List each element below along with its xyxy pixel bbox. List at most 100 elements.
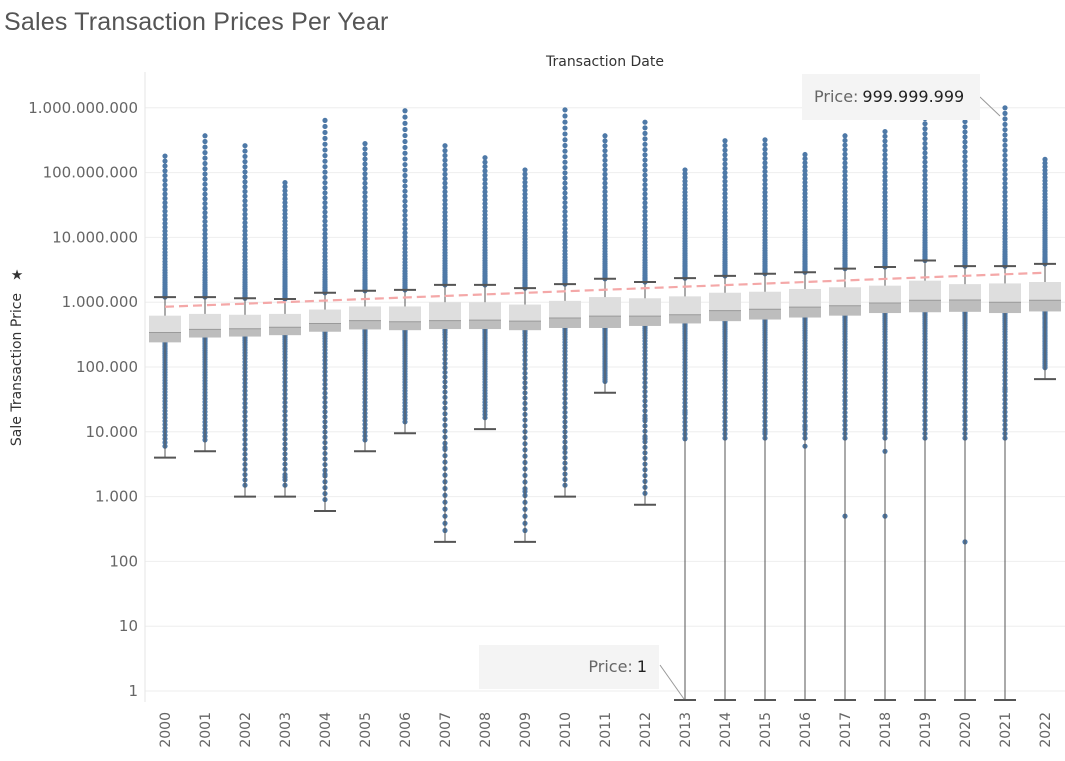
outlier-point (442, 143, 448, 149)
outlier-point (962, 193, 968, 199)
outlier-point (162, 177, 168, 183)
outlier-point (722, 198, 728, 205)
box-lower (269, 327, 301, 336)
x-tick-label: 2012 (638, 712, 654, 748)
y-tick-label: 1 (128, 682, 138, 700)
y-tick-label: 1.000 (95, 488, 138, 506)
tooltip-max-label: Price: (814, 87, 859, 106)
outlier-point (962, 197, 968, 203)
outlier-point (842, 196, 848, 202)
outlier-point (882, 185, 888, 192)
outlier-point (1042, 160, 1048, 166)
outlier-point (162, 208, 168, 214)
x-tick-label: 2000 (158, 712, 174, 748)
outlier-point (402, 108, 408, 114)
outlier-point (962, 172, 968, 178)
outlier-point (442, 220, 448, 227)
outlier-point (322, 141, 328, 147)
outlier-point (962, 139, 968, 145)
outlier-point (202, 246, 208, 253)
outlier-point (322, 117, 328, 123)
box-upper (469, 302, 501, 321)
outlier-point (402, 161, 408, 168)
outlier-point (362, 227, 368, 233)
outlier-point (362, 151, 368, 157)
outlier-point (282, 203, 288, 210)
outlier-point (1042, 156, 1048, 162)
outlier-point (922, 145, 928, 151)
outlier-point (402, 167, 408, 173)
y-tick-label: 100.000.000 (43, 164, 138, 182)
outlier-point (562, 209, 568, 215)
x-tick-label: 2021 (998, 712, 1014, 748)
outlier-point (842, 181, 848, 187)
outlier-point (322, 209, 328, 215)
outlier-point (562, 148, 568, 154)
outlier-point (1002, 147, 1008, 153)
outlier-point (242, 169, 248, 175)
x-tick-label: 2022 (1038, 712, 1054, 748)
outlier-point (962, 144, 968, 150)
outlier-point (842, 155, 848, 162)
outlier-point (842, 185, 848, 191)
outlier-point (602, 171, 608, 177)
outlier-point (202, 227, 208, 233)
outlier-point (362, 156, 368, 162)
tooltip-max-value: 999.999.999 (862, 87, 965, 106)
outlier-point (1002, 197, 1008, 203)
outlier-point (962, 185, 968, 191)
outlier-point (762, 189, 768, 195)
outlier-point (842, 192, 848, 199)
outlier-point (842, 177, 848, 183)
outlier-point (802, 179, 808, 186)
outlier-point (322, 227, 328, 233)
column-header: Transaction Date (545, 54, 664, 70)
outlier-point (442, 157, 448, 163)
outlier-point (442, 171, 448, 177)
outlier-point (402, 120, 408, 126)
outlier-point (602, 148, 608, 154)
outlier-point (962, 134, 968, 140)
outlier-point (802, 160, 808, 166)
outlier-point (562, 180, 568, 186)
outlier-point (402, 138, 408, 145)
outlier-point (362, 185, 368, 191)
outlier-point (722, 170, 728, 176)
outlier-point (642, 191, 648, 197)
outlier-point (922, 200, 928, 206)
outlier-point (722, 206, 728, 212)
outlier-point (642, 162, 648, 168)
outlier-point (762, 181, 768, 187)
outlier-point (1002, 213, 1008, 219)
box-lower (509, 321, 541, 331)
outlier-point (482, 176, 488, 183)
outlier-point (242, 143, 248, 149)
box-upper (149, 315, 181, 333)
outlier-point (882, 193, 888, 199)
outlier-point (1002, 162, 1008, 168)
outlier-point (842, 160, 848, 166)
outlier-point (202, 176, 208, 182)
outlier-point (802, 164, 808, 170)
x-tick-label: 2013 (678, 712, 694, 748)
outlier-point (402, 126, 408, 133)
box-lower (469, 320, 501, 330)
outlier-point (442, 167, 448, 173)
box-lower (989, 302, 1021, 314)
outlier-point (922, 159, 928, 165)
outlier-point (922, 154, 928, 161)
outlier-point (402, 238, 408, 244)
tooltip-min-value: 1 (636, 657, 647, 676)
outlier-point (442, 209, 448, 215)
outlier-point (1002, 127, 1008, 133)
outlier-point (762, 141, 768, 148)
outlier-point (202, 235, 208, 241)
outlier-point (282, 184, 288, 190)
outlier-point (682, 178, 688, 184)
outlier-point (322, 190, 328, 196)
outlier-point (722, 152, 728, 158)
outlier-point (642, 130, 648, 136)
outlier-point (442, 176, 448, 182)
outlier-point (202, 133, 208, 139)
